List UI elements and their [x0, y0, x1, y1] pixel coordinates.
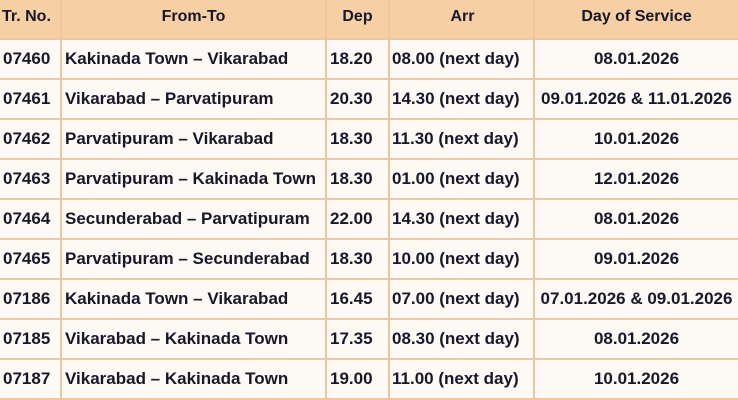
table-cell: 18.30 [327, 120, 388, 158]
table-cell: 11.00 (next day) [390, 360, 533, 398]
table-cell: 20.30 [327, 80, 388, 118]
table-cell: Kakinada Town – Vikarabad [62, 40, 325, 78]
table-cell: 07187 [0, 360, 60, 398]
table-cell: Parvatipuram – Secunderabad [62, 240, 325, 278]
table-cell: 10.01.2026 [535, 120, 738, 158]
table-cell: 07463 [0, 160, 60, 198]
table-cell: 08.00 (next day) [390, 40, 533, 78]
table-cell: 16.45 [327, 280, 388, 318]
table-cell: Parvatipuram – Vikarabad [62, 120, 325, 158]
table-cell: 11.30 (next day) [390, 120, 533, 158]
table-cell: 14.30 (next day) [390, 80, 533, 118]
table-cell: 22.00 [327, 200, 388, 238]
table-cell: 18.20 [327, 40, 388, 78]
table-cell: 07465 [0, 240, 60, 278]
table-cell: 08.30 (next day) [390, 320, 533, 358]
table-cell: 07185 [0, 320, 60, 358]
table-cell: 07462 [0, 120, 60, 158]
table-cell: 07.00 (next day) [390, 280, 533, 318]
table-cell: 01.00 (next day) [390, 160, 533, 198]
table-cell: Vikarabad – Kakinada Town [62, 360, 325, 398]
table-cell: 18.30 [327, 160, 388, 198]
table-cell: Vikarabad – Parvatipuram [62, 80, 325, 118]
table-cell: 08.01.2026 [535, 320, 738, 358]
column-header: Dep [327, 0, 388, 38]
table-cell: 07186 [0, 280, 60, 318]
table-cell: 10.00 (next day) [390, 240, 533, 278]
table-cell: Kakinada Town – Vikarabad [62, 280, 325, 318]
table-cell: 08.01.2026 [535, 40, 738, 78]
column-header: Arr [390, 0, 533, 38]
table-cell: 07.01.2026 & 09.01.2026 [535, 280, 738, 318]
table-cell: 18.30 [327, 240, 388, 278]
table-cell: 14.30 (next day) [390, 200, 533, 238]
table-cell: 09.01.2026 & 11.01.2026 [535, 80, 738, 118]
table-cell: 17.35 [327, 320, 388, 358]
table-cell: 07460 [0, 40, 60, 78]
table-cell: Parvatipuram – Kakinada Town [62, 160, 325, 198]
table-cell: 07464 [0, 200, 60, 238]
table-cell: 19.00 [327, 360, 388, 398]
table-cell: 08.01.2026 [535, 200, 738, 238]
column-header: Day of Service [535, 0, 738, 38]
table-cell: 07461 [0, 80, 60, 118]
column-header: From-To [62, 0, 325, 38]
table-cell: 12.01.2026 [535, 160, 738, 198]
table-cell: Vikarabad – Kakinada Town [62, 320, 325, 358]
column-header: Tr. No. [0, 0, 60, 38]
table-cell: 10.01.2026 [535, 360, 738, 398]
table-cell: 09.01.2026 [535, 240, 738, 278]
table-cell: Secunderabad – Parvatipuram [62, 200, 325, 238]
